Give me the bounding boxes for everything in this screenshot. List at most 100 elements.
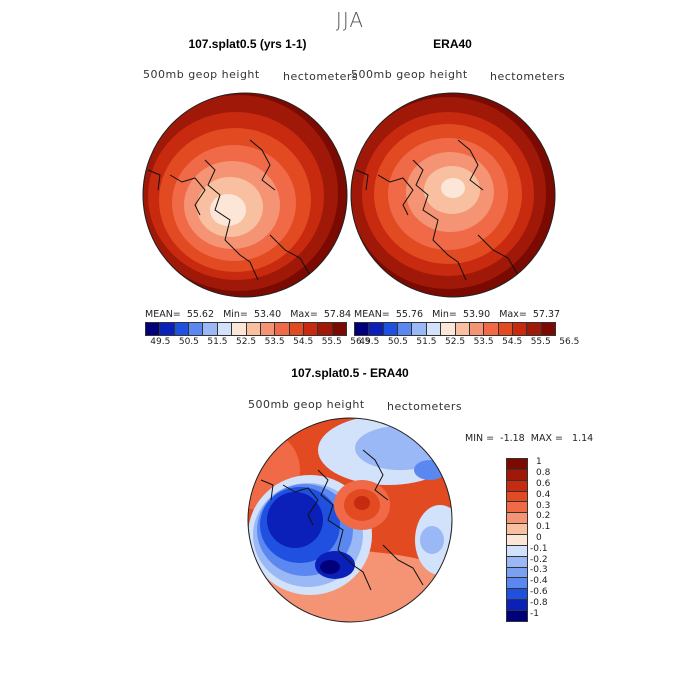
panel-2-colorbar-tick-label: 53.5: [473, 337, 494, 347]
panel-2-max-label: Max=: [499, 309, 527, 320]
panel-3-colorbar-tick-label: -0.4: [530, 576, 548, 587]
panel-1-colorbar-swatch: [275, 323, 290, 335]
panel-3-colorbar-tick-label: 0.3: [536, 500, 551, 511]
panel-1-colorbar-tick-label: 52.5: [236, 337, 257, 347]
panel-1-colorbar-swatch: [289, 323, 304, 335]
panel-2-colorbar-tick-label: 52.5: [445, 337, 466, 347]
panel-3-colorbar-swatch: [507, 524, 527, 536]
panel-2-colorbar-tick-label: 50.5: [387, 337, 408, 347]
panel-2-colorbar-swatch: [512, 323, 528, 335]
panel-3-units-label: hectometers: [387, 400, 463, 413]
panel-3-title: 107.splat0.5 - ERA40: [291, 366, 409, 380]
panel-3-colorbar-swatch: [507, 513, 527, 525]
panel-2-max: 57.37: [532, 309, 561, 320]
panel-2-title: ERA40: [433, 37, 472, 51]
panel-1-colorbar-swatch: [303, 323, 319, 335]
panel-2-colorbar-tick-label: 54.5: [502, 337, 523, 347]
panel-2-colorbar-swatch: [469, 323, 485, 335]
panel-3-colorbar-tick-label: -0.6: [530, 587, 548, 597]
panel-1-mean-label: MEAN=: [145, 309, 181, 320]
panel-2-colorbar-swatch: [369, 323, 384, 335]
panel-1-colorbar-tick-label: 51.5: [207, 337, 228, 347]
panel-1-colorbar-tick-label: 56.5: [350, 337, 371, 347]
panel-3-max: 1.14: [572, 433, 594, 444]
panel-3-colorbar-ticks: 1 0.8 0.6 0.4 0.3 0.2 0.1 0 -0.1 -0.2 -0.3 -0.4 -0.6…: [530, 457, 570, 620]
panel-3-colorbar-tick-label: -0.2: [530, 554, 548, 565]
panel-1-mean: 55.62: [186, 309, 215, 320]
panel-2-colorbar-swatch: [527, 323, 542, 335]
panel-2-colorbar-tick-label: 56.5: [559, 337, 580, 347]
panel-3-colorbar-tick-label: 0.1: [536, 522, 551, 533]
panel-3-colorbar-tick-label: 0.6: [536, 479, 551, 489]
panel-3-colorbar-tick-label: 0.8: [536, 468, 551, 479]
panel-1-units-label: hectometers: [283, 70, 359, 83]
panel-3-colorbar-swatch: [507, 611, 527, 621]
panel-2-colorbar-tick-label: 55.5: [530, 337, 551, 347]
panel-3-colorbar-swatch: [507, 535, 527, 546]
panel-2-min: 53.90: [462, 309, 491, 320]
panel-3-colorbar-tick-label: 0.2: [536, 511, 551, 522]
panel-1-colorbar-swatch: [217, 323, 233, 335]
panel-2-stats: MEAN= 55.76 Min= 53.90 Max= 57.37: [354, 309, 560, 320]
panel-3-colorbar-swatch: [507, 589, 527, 601]
panel-2-colorbar-swatch: [355, 323, 370, 335]
panel-3-colorbar-tick-label: -0.8: [530, 597, 548, 608]
panel-3-colorbar-swatch: [507, 545, 527, 557]
panel-2-colorbar-swatch: [498, 323, 513, 335]
panel-2-colorbar-swatch: [383, 323, 399, 335]
panel-3-colorbar-tick-label: -0.1: [530, 543, 548, 554]
panel-1-colorbar-tick-label: 53.5: [264, 337, 285, 347]
panel-1-colorbar-tick-label: 54.5: [293, 337, 314, 347]
panel-1-title: 107.splat0.5 (yrs 1-1): [188, 37, 307, 51]
panel-1-colorbar-swatch: [332, 323, 347, 335]
panel-1-min: 53.40: [253, 309, 282, 320]
panel-3-colorbar-swatch: [507, 459, 527, 470]
panel-1-max-label: Max=: [290, 309, 318, 320]
panel-1-colorbar-swatch: [260, 323, 276, 335]
panel-1-colorbar-swatch: [160, 323, 175, 335]
panel-1-colorbar: [145, 322, 347, 336]
panel-2-colorbar: [354, 322, 556, 336]
figure-title: JJA: [335, 8, 365, 32]
panel-3-colorbar-tick-label: 0.4: [536, 489, 551, 500]
panel-2-mean: 55.76: [395, 309, 424, 320]
panel-2-colorbar-tick-label: 51.5: [416, 337, 437, 347]
panel-2-colorbar-swatch: [412, 323, 427, 335]
panel-2-variable-label: 500mb geop height: [351, 68, 468, 81]
panel-1-colorbar-swatch: [318, 323, 333, 335]
panel-1-min-label: Min=: [223, 309, 248, 320]
panel-1-colorbar-swatch: [174, 323, 190, 335]
panel-2-colorbar-ticks: 49.5 50.5 51.5 52.5 53.5 54.5 55.5 56.5: [354, 337, 579, 349]
panel-1-colorbar-ticks: 49.5 50.5 51.5 52.5 53.5 54.5 55.5 56.5: [145, 337, 370, 349]
panel-1-stats: MEAN= 55.62 Min= 53.40 Max= 57.84: [145, 309, 351, 320]
panel-2-mean-label: MEAN=: [354, 309, 390, 320]
panel-3-colorbar-tick-label: 0: [536, 533, 542, 543]
panel-3-colorbar-swatch: [507, 480, 527, 492]
panel-3-min-label: MIN =: [465, 433, 495, 444]
panel-2-units-label: hectometers: [490, 70, 566, 83]
panel-3-colorbar-swatch: [507, 491, 527, 503]
panel-3-stats: MIN = -1.18 MAX = 1.14: [465, 433, 593, 444]
panel-2-colorbar-swatch: [441, 323, 456, 335]
panel-3-variable-label: 500mb geop height: [248, 398, 365, 411]
panel-3-min: -1.18: [500, 433, 525, 444]
panel-3-colorbar-tick-label: 1: [536, 457, 542, 468]
panel-1-colorbar-tick-label: 55.5: [321, 337, 342, 347]
panel-3-max-label: MAX =: [530, 433, 563, 444]
panel-2-colorbar-swatch: [484, 323, 499, 335]
panel-1-colorbar-tick-label: 49.5: [150, 337, 171, 347]
panel-3-colorbar-tick-label: -1: [530, 608, 539, 619]
panel-1-max: 57.84: [323, 309, 352, 320]
panel-3-colorbar-swatch: [507, 567, 527, 579]
panel-3-colorbar-swatch: [507, 502, 527, 514]
panel-3-colorbar-tick-label: -0.3: [530, 565, 548, 576]
panel-2-colorbar-swatch: [426, 323, 442, 335]
panel-3-colorbar-swatch: [507, 469, 527, 481]
panel-2-colorbar-swatch: [455, 323, 470, 335]
panel-2-colorbar-swatch: [398, 323, 413, 335]
panel-1-colorbar-swatch: [246, 323, 261, 335]
panel-3-colorbar-swatch: [507, 600, 527, 612]
panel-3-colorbar-swatch: [507, 556, 527, 568]
